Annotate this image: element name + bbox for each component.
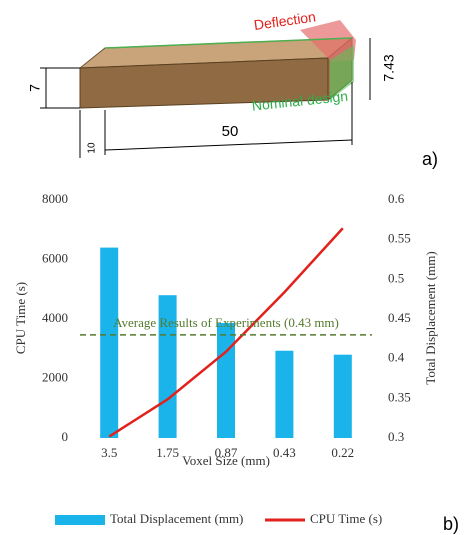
y2-tick-label: 0.6 bbox=[388, 191, 405, 206]
dim-line bbox=[105, 140, 352, 150]
beam-diagram: Deflection Nominal design 7 7.43 50 10 a… bbox=[27, 8, 438, 168]
width-label: 10 bbox=[87, 142, 98, 154]
panel-label: a) bbox=[422, 149, 438, 169]
legend-label: CPU Time (s) bbox=[310, 511, 382, 526]
y2-tick-label: 0.4 bbox=[388, 350, 405, 365]
y-tick-label: 0 bbox=[62, 429, 69, 444]
y2-axis-title: Total Displacement (mm) bbox=[423, 251, 438, 384]
length-label: 50 bbox=[222, 123, 239, 140]
y2-tick-label: 0.45 bbox=[388, 310, 411, 325]
legend-swatch bbox=[55, 515, 105, 525]
deflected-height-label: 7.43 bbox=[381, 54, 397, 81]
legend-label: Total Displacement (mm) bbox=[110, 511, 243, 526]
x-tick-label: 1.75 bbox=[156, 445, 179, 460]
x-tick-label: 0.22 bbox=[331, 445, 354, 460]
bar bbox=[334, 355, 352, 438]
y2-tick-label: 0.55 bbox=[388, 231, 411, 246]
x-tick-label: 0.87 bbox=[215, 445, 238, 460]
y2-tick-label: 0.35 bbox=[388, 389, 411, 404]
reference-label: Average Results of Experiments (0.43 mm) bbox=[113, 315, 339, 330]
bar bbox=[100, 248, 118, 438]
x-tick-label: 3.5 bbox=[101, 445, 117, 460]
y2-tick-label: 0.5 bbox=[388, 270, 404, 285]
figure: Deflection Nominal design 7 7.43 50 10 a… bbox=[0, 0, 468, 535]
y2-tick-label: 0.3 bbox=[388, 429, 404, 444]
y-tick-label: 8000 bbox=[42, 191, 68, 206]
x-tick-label: 0.43 bbox=[273, 445, 296, 460]
y-tick-label: 4000 bbox=[42, 310, 68, 325]
bar bbox=[275, 351, 293, 438]
y-axis-title: CPU Time (s) bbox=[13, 282, 28, 354]
y-tick-label: 2000 bbox=[42, 369, 68, 384]
bar bbox=[217, 323, 235, 438]
y-tick-label: 6000 bbox=[42, 250, 68, 265]
height-label: 7 bbox=[27, 84, 43, 92]
panel-label: b) bbox=[443, 514, 459, 534]
